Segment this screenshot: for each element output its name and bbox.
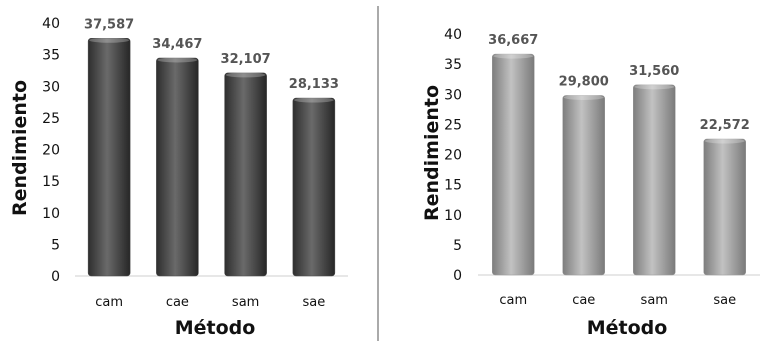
left-y-tick-label: 40 [42, 16, 60, 32]
right-category-label-cam: cam [499, 293, 527, 308]
right-y-tick-label: 25 [444, 117, 462, 133]
right-bar-highlight-sae [704, 138, 745, 144]
left-category-label-sae: sae [303, 295, 326, 310]
left-data-label-cae: 34,467 [152, 37, 202, 52]
right-data-label-cae: 29,800 [559, 74, 609, 89]
left-y-tick-label: 20 [42, 143, 60, 159]
chart-left: 0 5 10 15 20 25 30 35 40 37,587 cam 34,467 cae 32,107… [9, 16, 348, 339]
right-bar-sae [703, 138, 746, 276]
chart-right: 0 5 10 15 20 25 30 35 40 36,667 cam 29,800 cae 31,560… [421, 27, 760, 339]
left-category-label-cae: cae [166, 295, 189, 310]
right-y-tick-label: 5 [453, 238, 462, 254]
right-x-axis-title: Método [587, 317, 668, 339]
right-y-tick-label: 0 [453, 268, 462, 284]
left-bar-cae [156, 57, 199, 277]
right-bar-sam [633, 84, 676, 276]
right-data-label-sae: 22,572 [700, 118, 750, 133]
left-y-tick-label: 25 [42, 111, 60, 127]
left-y-tick-label: 30 [42, 79, 60, 95]
right-y-axis-title: Rendimiento [421, 85, 443, 221]
right-y-tick-label: 35 [444, 57, 462, 73]
left-bar-highlight-cae [157, 57, 198, 63]
right-data-label-sam: 31,560 [629, 64, 679, 79]
left-category-label-sam: sam [232, 295, 259, 310]
right-y-tick-label: 40 [444, 27, 462, 43]
right-category-label-sam: sam [641, 293, 668, 308]
right-data-label-cam: 36,667 [488, 33, 538, 48]
right-category-label-sae: sae [713, 293, 736, 308]
left-category-label-cam: cam [95, 295, 123, 310]
right-bar-highlight-cam [493, 53, 534, 59]
right-bar-highlight-sam [634, 84, 675, 90]
left-y-tick-label: 10 [42, 206, 60, 222]
right-y-tick-label: 10 [444, 208, 462, 224]
left-bar-cam [87, 38, 131, 277]
left-bar-highlight-cam [89, 37, 130, 43]
left-bar-sae [292, 97, 336, 277]
right-bar-highlight-cae [563, 94, 604, 100]
right-bar-cae [562, 95, 605, 276]
left-y-tick-label: 5 [51, 237, 60, 253]
right-bar-cam [492, 53, 535, 276]
left-bar-highlight-sam [225, 72, 266, 78]
left-y-tick-label: 0 [51, 269, 60, 285]
right-category-label-cae: cae [572, 293, 595, 308]
right-y-tick-label: 15 [444, 178, 462, 194]
left-y-axis-title: Rendimiento [9, 80, 31, 216]
left-bar-sam [224, 72, 267, 277]
left-y-tick-label: 35 [42, 48, 60, 64]
left-y-tick-label: 15 [42, 174, 60, 190]
left-data-label-sam: 32,107 [221, 52, 271, 67]
left-data-label-sae: 28,133 [289, 77, 339, 92]
left-bar-highlight-sae [293, 97, 334, 103]
right-y-tick-label: 20 [444, 148, 462, 164]
left-data-label-cam: 37,587 [84, 17, 134, 32]
left-x-axis-title: Método [175, 317, 256, 339]
right-y-tick-label: 30 [444, 87, 462, 103]
